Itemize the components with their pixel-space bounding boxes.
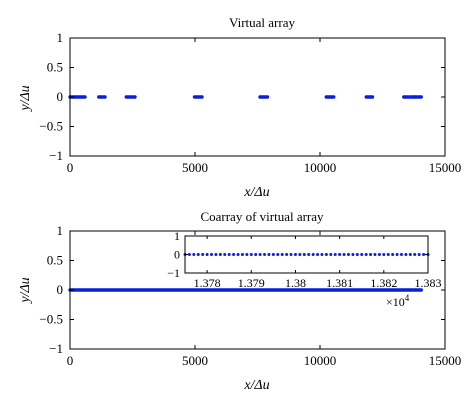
data-point <box>404 253 408 256</box>
data-point <box>227 253 231 256</box>
inset-chart: 1.378 1.379 1.38 1.381 1.382 1.383 −1 0 1 ×104 <box>167 229 441 309</box>
data-point <box>360 253 364 256</box>
data-point <box>245 253 249 256</box>
data-point <box>210 253 214 256</box>
data-point <box>316 253 320 256</box>
data-point <box>408 253 412 256</box>
data-point <box>187 253 191 256</box>
data-point <box>271 253 275 256</box>
data-point <box>285 253 289 256</box>
y-tick-label: 0 <box>57 282 64 297</box>
data-point <box>249 253 253 256</box>
data-point <box>346 253 350 256</box>
data-point <box>289 253 293 256</box>
y-tick-label: 0 <box>57 89 64 104</box>
data-point <box>232 253 236 256</box>
data-point <box>373 253 377 256</box>
inset-x-multiplier: ×104 <box>386 293 410 309</box>
y-tick-label: −0.5 <box>39 312 63 327</box>
x-tick-label: 0 <box>67 353 74 368</box>
y-tick-label: 0.5 <box>47 60 63 75</box>
data-point <box>201 253 205 256</box>
data-point <box>236 253 240 256</box>
x-tick-label: 1.381 <box>326 276 353 290</box>
data-point <box>386 253 390 256</box>
data-point <box>196 253 200 256</box>
y-tick-label: 0.5 <box>47 253 63 268</box>
data-point <box>355 253 359 256</box>
x-tick-label: 10000 <box>304 160 337 175</box>
data-point <box>218 253 222 256</box>
y-tick-label: 1 <box>57 223 64 238</box>
data-point <box>324 253 328 256</box>
data-point <box>192 253 196 256</box>
y-tick-label: −1 <box>49 341 63 356</box>
x-tick-label: 10000 <box>304 353 337 368</box>
data-point <box>338 253 342 256</box>
data-point <box>214 253 218 256</box>
x-tick-label: 15000 <box>429 160 462 175</box>
data-point <box>258 253 262 256</box>
data-point <box>399 253 403 256</box>
data-point <box>351 253 355 256</box>
y-tick-label: 1 <box>174 229 180 243</box>
chart-title: Coarray of virtual array <box>200 209 324 224</box>
data-point <box>391 253 395 256</box>
data-point <box>223 253 227 256</box>
data-point <box>240 253 244 256</box>
data-point <box>254 253 258 256</box>
data-point <box>364 253 368 256</box>
data-point <box>395 253 399 256</box>
x-tick-label: 1.382 <box>370 276 397 290</box>
data-point <box>369 253 373 256</box>
data-point <box>263 253 267 256</box>
data-point <box>377 253 381 256</box>
x-tick-label: 5000 <box>182 160 208 175</box>
x-tick-label: 0 <box>67 160 74 175</box>
data-point <box>298 253 302 256</box>
chart-coarray: Coarray of virtual array 0 5000 10000 15000… <box>18 209 461 393</box>
x-tick-label: 1.38 <box>285 276 306 290</box>
y-axis-label: y/Δu <box>18 277 33 304</box>
data-point <box>417 253 421 256</box>
data-point <box>311 253 315 256</box>
y-tick-label: −1 <box>49 148 63 163</box>
chart-title: Virtual array <box>229 15 295 30</box>
data-point <box>302 253 306 256</box>
x-tick-label: 1.383 <box>415 276 442 290</box>
x-tick-label: 5000 <box>182 353 208 368</box>
y-tick-label: 1 <box>57 30 64 45</box>
y-tick-label: 0 <box>174 248 180 262</box>
y-axis-label: y/Δu <box>18 85 33 112</box>
data-point <box>422 253 426 256</box>
data-point <box>280 253 284 256</box>
data-point <box>276 253 280 256</box>
x-tick-label: 1.379 <box>238 276 265 290</box>
data-point <box>293 253 297 256</box>
data-point <box>267 253 271 256</box>
y-tick-label: −1 <box>167 266 180 280</box>
data-point <box>382 253 386 256</box>
data-point <box>205 253 209 256</box>
data-point <box>329 253 333 256</box>
data-point <box>342 253 346 256</box>
x-axis-label: x/Δu <box>243 378 269 393</box>
data-point <box>333 253 337 256</box>
data-point <box>413 253 417 256</box>
chart-virtual-array: Virtual array 0 5000 10000 15000 −1 −0.5 0 0.5 1… <box>18 15 461 200</box>
data-point <box>320 253 324 256</box>
x-tick-label: 1.378 <box>194 276 221 290</box>
x-tick-label: 15000 <box>429 353 462 368</box>
y-tick-label: −0.5 <box>39 119 63 134</box>
data-point <box>307 253 311 256</box>
x-axis-label: x/Δu <box>243 185 269 200</box>
